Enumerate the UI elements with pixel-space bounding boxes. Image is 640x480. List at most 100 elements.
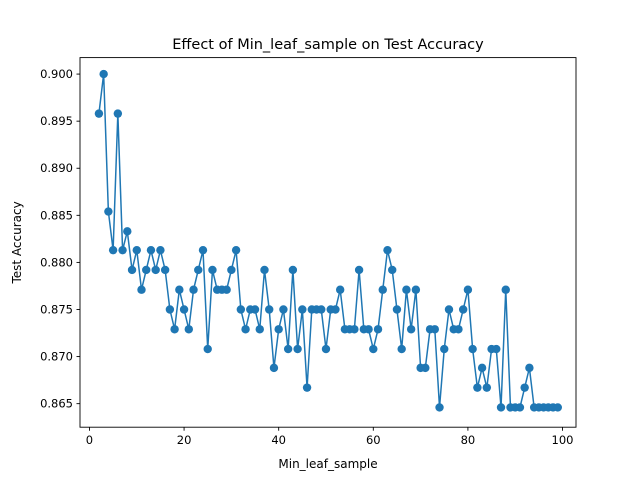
data-point xyxy=(250,305,260,314)
data-point xyxy=(99,69,108,79)
data-point xyxy=(274,325,283,334)
data-point xyxy=(94,109,104,118)
y-tick-label: 0.870 xyxy=(40,350,73,364)
data-point xyxy=(411,285,421,294)
data-point xyxy=(283,344,293,354)
data-point xyxy=(553,403,562,412)
data-point xyxy=(132,245,141,255)
data-point xyxy=(331,305,340,314)
plot-area-frame xyxy=(79,57,577,428)
data-point xyxy=(406,325,416,334)
data-point xyxy=(520,383,529,392)
y-tick-label: 0.880 xyxy=(40,255,73,269)
series-layer xyxy=(94,69,562,412)
data-point xyxy=(118,245,127,255)
data-point xyxy=(354,265,364,275)
data-point xyxy=(525,363,534,373)
data-point xyxy=(104,207,113,216)
data-point xyxy=(127,265,137,275)
data-point xyxy=(184,325,194,334)
y-tick-label: 0.865 xyxy=(40,397,73,411)
data-point xyxy=(137,285,146,294)
data-point xyxy=(269,363,279,373)
data-point xyxy=(321,344,331,354)
data-point xyxy=(501,285,510,294)
data-point xyxy=(440,344,449,354)
y-tick-label: 0.885 xyxy=(40,208,73,222)
data-point xyxy=(496,403,506,412)
data-point xyxy=(458,305,468,314)
y-tick-label: 0.895 xyxy=(40,114,73,128)
data-point xyxy=(378,285,387,294)
data-point xyxy=(482,383,492,392)
data-point xyxy=(146,245,156,255)
data-point xyxy=(402,285,411,294)
data-point xyxy=(392,305,402,314)
chart-title: Effect of Min_leaf_sample on Test Accura… xyxy=(172,37,484,53)
data-point xyxy=(160,265,170,275)
data-point xyxy=(383,245,392,255)
data-point xyxy=(317,305,326,314)
axis-ticks: 0 20 40 60 80 100 0.865 0.870 0.875 0.880 0.885 0.8… xyxy=(40,67,573,447)
data-point xyxy=(175,285,184,294)
data-point xyxy=(492,344,501,354)
data-point xyxy=(222,285,231,294)
data-point xyxy=(170,325,179,334)
data-point xyxy=(113,109,123,118)
data-point xyxy=(364,325,373,334)
x-tick-label: 80 xyxy=(461,433,476,447)
data-point xyxy=(255,325,264,334)
data-point xyxy=(265,305,274,314)
data-point xyxy=(454,325,463,334)
data-point xyxy=(142,265,151,275)
data-point xyxy=(208,265,217,275)
data-point xyxy=(279,305,288,314)
data-point xyxy=(373,325,383,334)
data-point xyxy=(473,383,482,392)
data-point xyxy=(397,344,406,354)
data-point xyxy=(293,344,302,354)
data-point xyxy=(298,305,307,314)
data-point xyxy=(189,285,198,294)
x-tick-label: 40 xyxy=(271,433,286,447)
data-point xyxy=(430,325,439,334)
data-point xyxy=(468,344,477,354)
data-point xyxy=(302,383,312,392)
x-tick-label: 100 xyxy=(552,433,574,447)
data-point xyxy=(369,344,378,354)
y-tick-label: 0.900 xyxy=(40,67,73,81)
data-point xyxy=(463,285,473,294)
data-point xyxy=(350,325,359,334)
data-point xyxy=(388,265,397,275)
data-point xyxy=(151,265,160,275)
series-line xyxy=(98,73,558,409)
data-point xyxy=(198,245,208,255)
data-point xyxy=(241,325,250,334)
data-point xyxy=(179,305,189,314)
data-point xyxy=(515,403,525,412)
data-point xyxy=(260,265,269,275)
data-point xyxy=(444,305,454,314)
x-tick-label: 20 xyxy=(177,433,192,447)
data-point xyxy=(335,285,345,294)
data-point xyxy=(165,305,175,314)
y-tick-label: 0.890 xyxy=(40,161,73,175)
data-point xyxy=(194,265,203,275)
data-point xyxy=(477,363,487,373)
data-point xyxy=(421,363,430,373)
y-tick-label: 0.875 xyxy=(40,302,73,316)
data-point xyxy=(435,403,444,412)
x-axis-label: Min_leaf_sample xyxy=(278,457,377,471)
x-tick-label: 60 xyxy=(366,433,381,447)
data-point xyxy=(288,265,298,275)
y-axis-label: Test Accuracy xyxy=(10,201,24,284)
data-point xyxy=(123,227,132,236)
x-tick-label: 0 xyxy=(86,433,93,447)
data-point xyxy=(156,245,165,255)
data-point xyxy=(236,305,246,314)
data-point xyxy=(227,265,236,275)
data-point xyxy=(203,344,212,354)
data-point xyxy=(231,245,241,255)
data-point xyxy=(108,245,118,255)
